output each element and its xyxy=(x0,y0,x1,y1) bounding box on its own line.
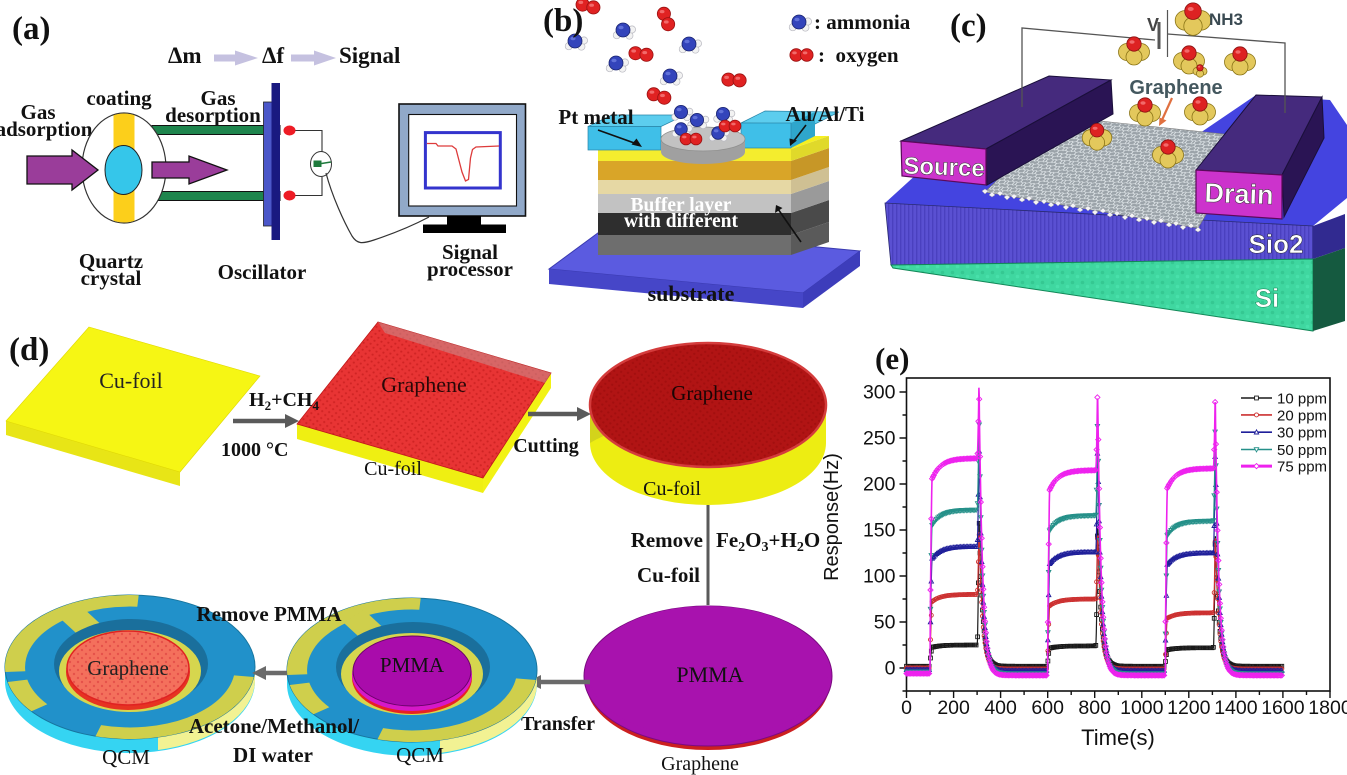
svg-text:20 ppm: 20 ppm xyxy=(1277,407,1327,424)
svg-text:coating: coating xyxy=(86,86,152,110)
svg-text:Cu-foil: Cu-foil xyxy=(643,478,701,500)
svg-text:Δm: Δm xyxy=(168,43,202,68)
svg-text:NH3: NH3 xyxy=(1209,10,1243,29)
svg-text:Δf: Δf xyxy=(262,43,284,68)
svg-text:150: 150 xyxy=(863,520,896,542)
svg-text:(b): (b) xyxy=(543,3,583,39)
svg-text:0: 0 xyxy=(885,658,896,680)
svg-text:QCM: QCM xyxy=(396,743,444,767)
svg-text:Graphene: Graphene xyxy=(661,753,739,775)
svg-text:200: 200 xyxy=(937,697,970,719)
svg-text:1800: 1800 xyxy=(1308,697,1347,719)
svg-text:300: 300 xyxy=(863,382,896,404)
svg-text:(a): (a) xyxy=(12,11,50,47)
svg-text:1600: 1600 xyxy=(1261,697,1305,719)
svg-text:desorption: desorption xyxy=(165,103,261,127)
svg-text:Response(Hz): Response(Hz) xyxy=(821,453,843,581)
svg-text:Cu-foil: Cu-foil xyxy=(364,458,422,480)
svg-text:: oxygen: : oxygen xyxy=(818,43,899,67)
svg-text:Si: Si xyxy=(1255,283,1280,313)
svg-text:30 ppm: 30 ppm xyxy=(1277,425,1327,442)
svg-text:PMMA: PMMA xyxy=(380,653,445,677)
svg-text:Signal: Signal xyxy=(442,240,498,264)
svg-text:PMMA: PMMA xyxy=(676,662,743,687)
svg-text:Au/Al/Ti: Au/Al/Ti xyxy=(786,102,865,126)
svg-text:QCM: QCM xyxy=(102,745,150,769)
svg-text:Cutting: Cutting xyxy=(513,435,579,457)
svg-text:(d): (d) xyxy=(9,332,49,368)
svg-text:V: V xyxy=(1147,15,1159,35)
svg-text:adsorption: adsorption xyxy=(0,117,93,141)
svg-text:Acetone/Methanol/: Acetone/Methanol/ xyxy=(189,714,360,738)
svg-text:Transfer: Transfer xyxy=(521,713,595,735)
svg-text:Sio2: Sio2 xyxy=(1249,229,1304,259)
svg-text:Graphene: Graphene xyxy=(87,656,169,680)
svg-text:50 ppm: 50 ppm xyxy=(1277,442,1327,459)
svg-text:Gas: Gas xyxy=(20,100,55,124)
svg-text:Signal: Signal xyxy=(339,43,400,68)
svg-text:: ammonia: : ammonia xyxy=(814,10,911,34)
svg-text:1200: 1200 xyxy=(1167,697,1211,719)
svg-text:DI water: DI water xyxy=(233,743,313,767)
svg-text:Pt metal: Pt metal xyxy=(558,105,633,129)
svg-text:Quartz: Quartz xyxy=(79,249,143,273)
svg-text:Remove: Remove xyxy=(631,528,703,552)
svg-text:1400: 1400 xyxy=(1214,697,1258,719)
svg-text:1000: 1000 xyxy=(1120,697,1164,719)
svg-text:H2+CH4: H2+CH4 xyxy=(249,389,319,413)
svg-text:Cu-foil: Cu-foil xyxy=(637,563,700,587)
svg-text:Cu-foil: Cu-foil xyxy=(99,368,163,393)
svg-text:Remove PMMA: Remove PMMA xyxy=(196,602,342,626)
svg-text:Time(s): Time(s) xyxy=(1081,725,1155,750)
svg-text:Drain: Drain xyxy=(1204,178,1274,210)
svg-text:100: 100 xyxy=(863,566,896,588)
svg-text:Buffer layer: Buffer layer xyxy=(631,195,732,216)
svg-text:Graphene: Graphene xyxy=(1129,77,1222,99)
svg-text:with different: with different xyxy=(624,211,738,232)
svg-text:crystal: crystal xyxy=(81,266,142,290)
svg-text:processor: processor xyxy=(427,257,513,281)
svg-text:(c): (c) xyxy=(950,8,987,44)
svg-text:Graphene: Graphene xyxy=(381,372,467,397)
svg-text:0: 0 xyxy=(901,697,912,719)
svg-text:Oscillator: Oscillator xyxy=(218,260,307,284)
svg-text:1000 °C: 1000 °C xyxy=(221,439,288,461)
svg-text:Graphene: Graphene xyxy=(671,381,753,405)
svg-text:75 ppm: 75 ppm xyxy=(1277,459,1327,476)
svg-text:400: 400 xyxy=(984,697,1017,719)
svg-text:250: 250 xyxy=(863,428,896,450)
svg-text:200: 200 xyxy=(863,474,896,496)
svg-text:10 ppm: 10 ppm xyxy=(1277,391,1327,408)
svg-text:800: 800 xyxy=(1078,697,1111,719)
svg-text:substrate: substrate xyxy=(648,281,735,306)
svg-text:Fe2O3+H2O: Fe2O3+H2O xyxy=(716,528,820,555)
svg-text:Gas: Gas xyxy=(200,86,235,110)
svg-text:50: 50 xyxy=(874,612,896,634)
svg-text:(e): (e) xyxy=(875,341,909,376)
svg-text:600: 600 xyxy=(1031,697,1064,719)
svg-text:Source: Source xyxy=(903,153,985,183)
